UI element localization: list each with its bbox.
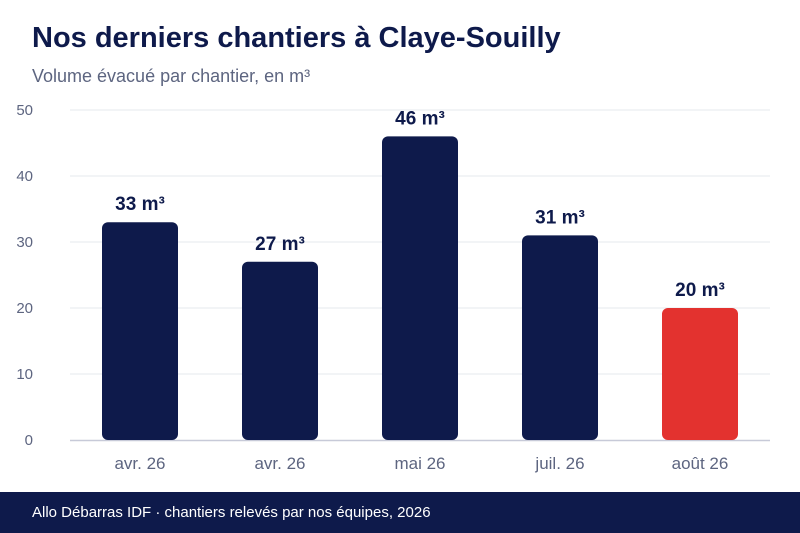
bar-chart: 0 10 20 30 40 50 33 m³ avr. 26 27 m³ avr. 26 46 m³… — [16, 102, 770, 473]
data-label: 46 m³ — [395, 108, 445, 129]
data-label: 33 m³ — [115, 194, 165, 215]
x-tick-label: juil. 26 — [534, 454, 584, 473]
data-label: 31 m³ — [535, 207, 585, 228]
chart-subtitle: Volume évacué par chantier, en m³ — [32, 66, 311, 86]
y-tick-label: 50 — [16, 102, 33, 119]
y-tick-label: 10 — [16, 366, 33, 383]
y-tick-label: 20 — [16, 300, 33, 317]
y-tick-label: 30 — [16, 234, 33, 251]
x-tick-label: mai 26 — [394, 454, 445, 473]
data-label: 27 m³ — [255, 234, 305, 255]
bar — [102, 222, 178, 440]
footer-bar: Allo Débarras IDF · chantiers relevés pa… — [0, 492, 800, 533]
footer-source: Allo Débarras IDF · chantiers relevés pa… — [32, 504, 431, 521]
chart-title: Nos derniers chantiers à Claye-Souilly — [32, 22, 561, 54]
data-label: 20 m³ — [675, 280, 725, 301]
x-tick-label: avr. 26 — [114, 454, 165, 473]
bar — [662, 308, 738, 440]
x-tick-label: avr. 26 — [254, 454, 305, 473]
y-tick-label: 40 — [16, 168, 33, 185]
bar — [242, 261, 318, 440]
x-tick-label: août 26 — [672, 454, 729, 473]
y-tick-label: 0 — [25, 432, 33, 449]
bar — [382, 136, 458, 440]
bar — [522, 235, 598, 440]
